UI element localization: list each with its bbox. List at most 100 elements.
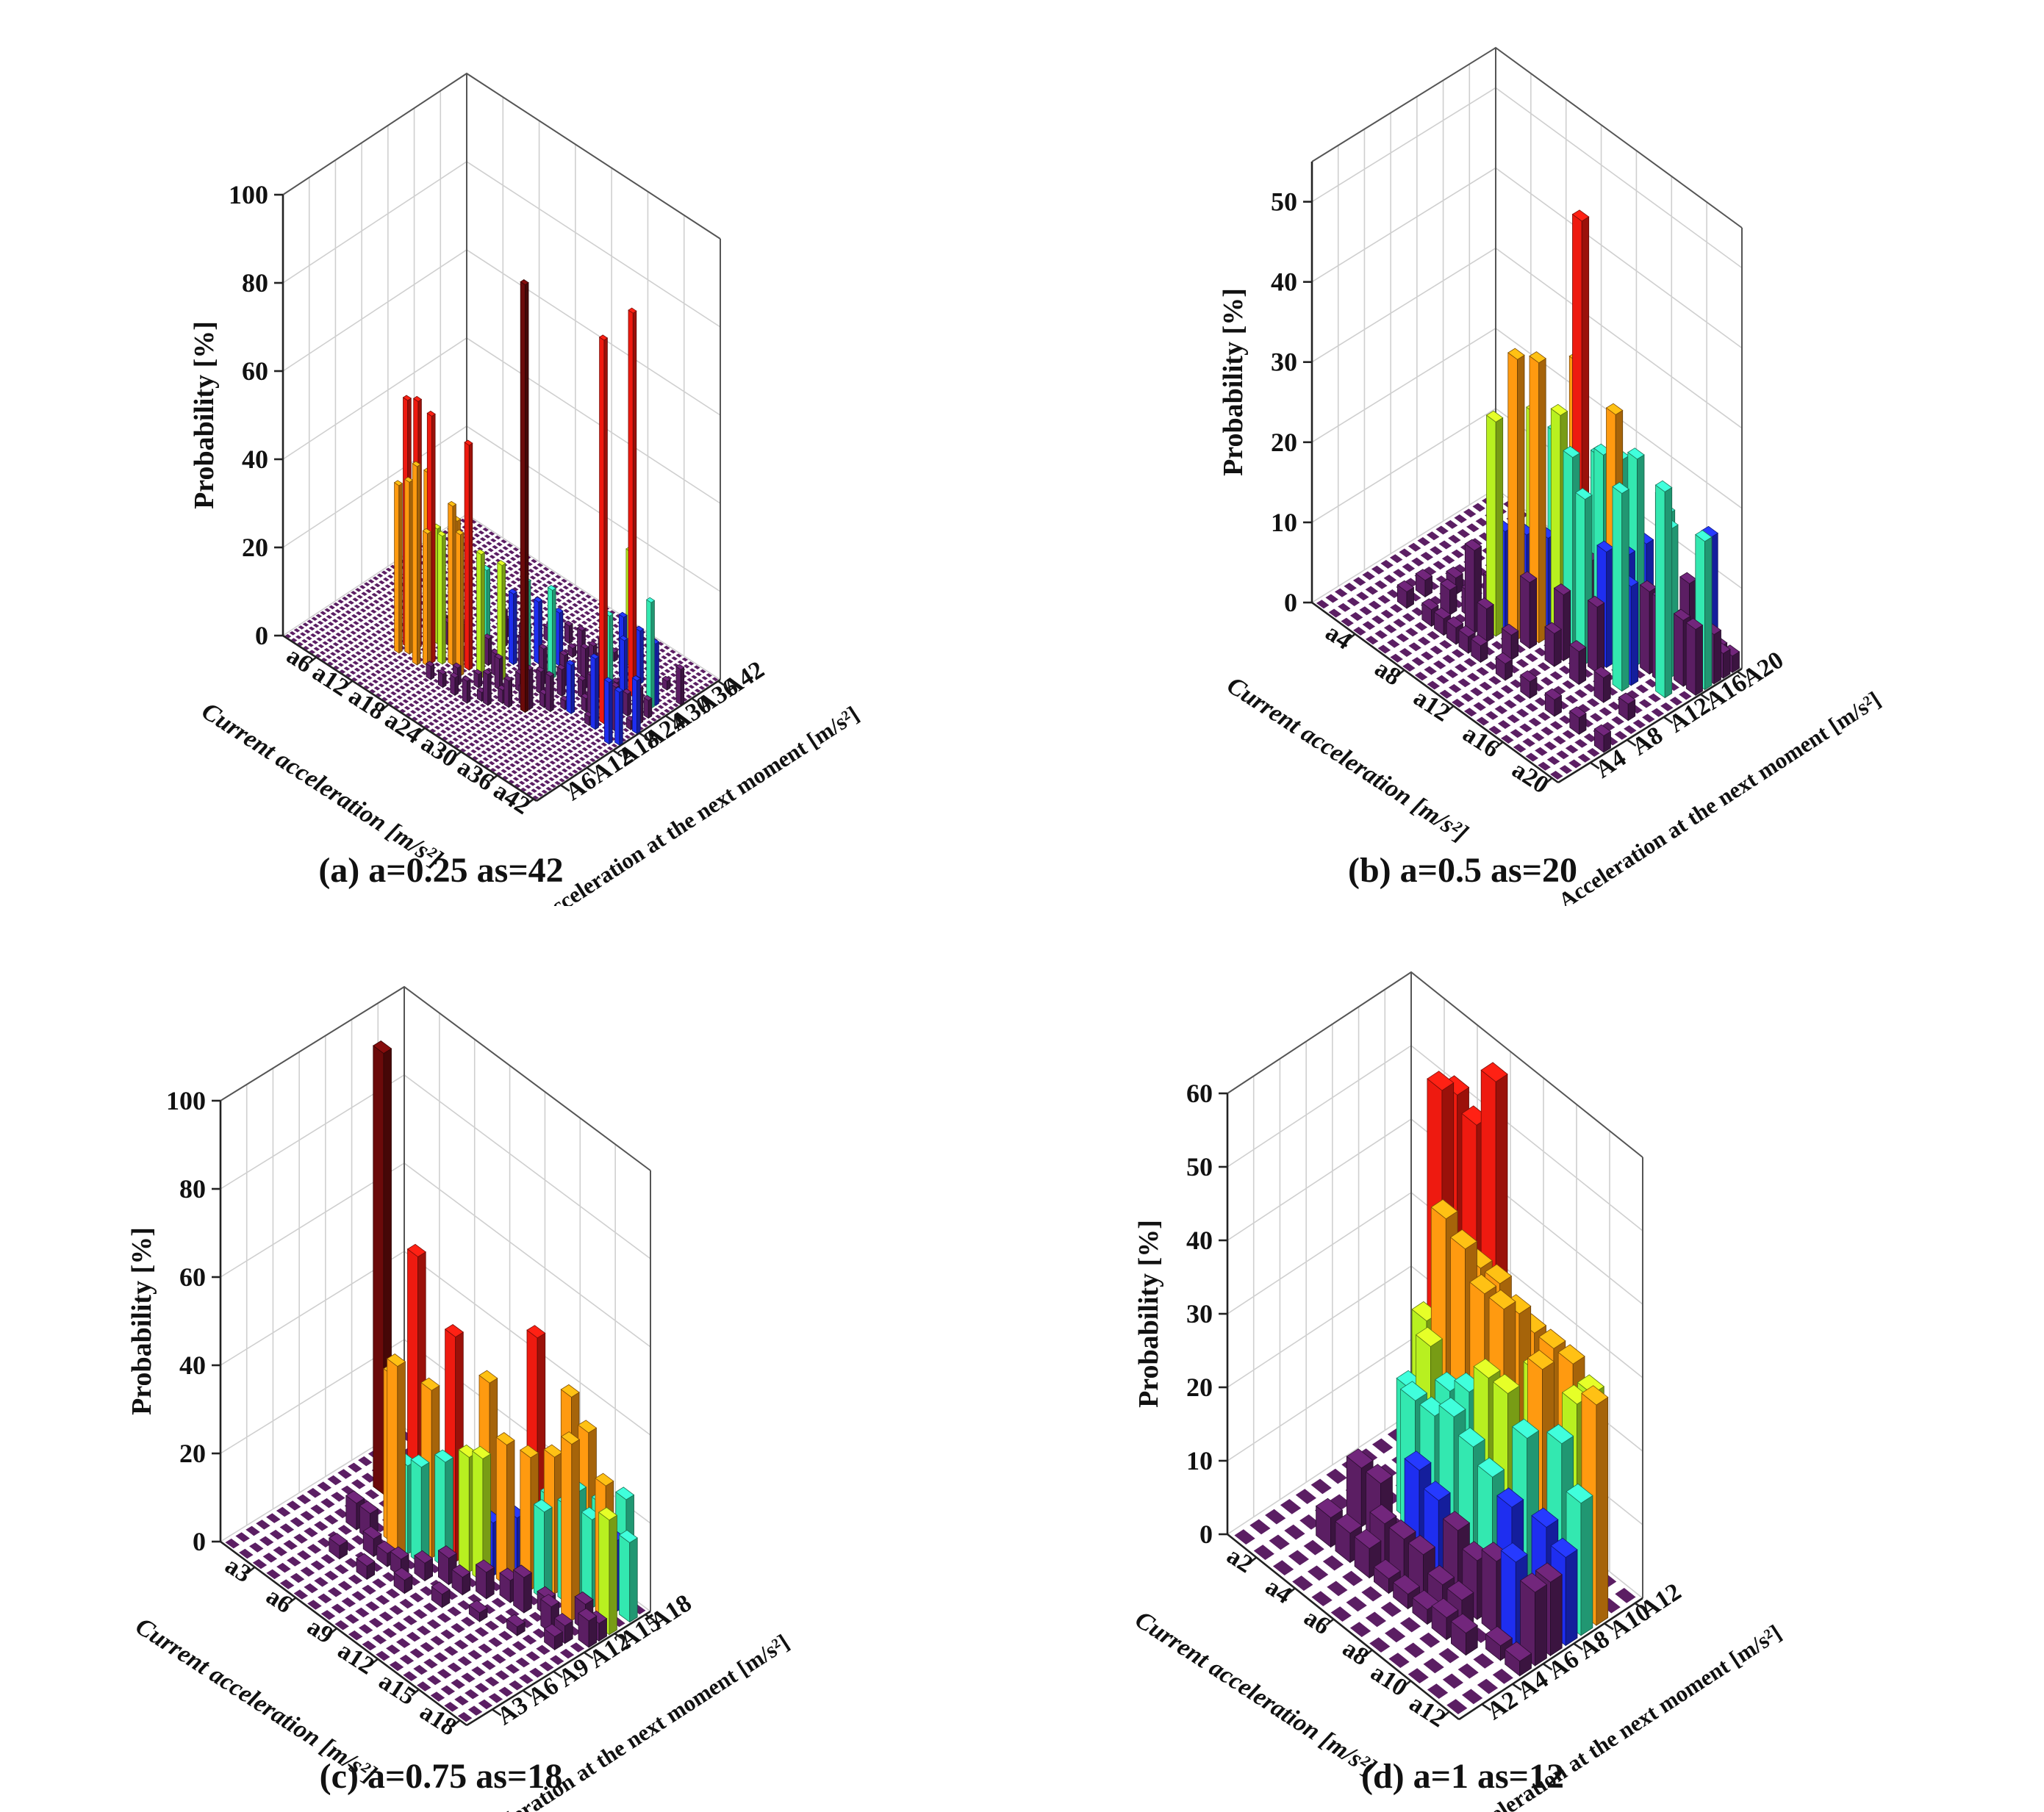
bar-top-face [661, 675, 671, 682]
bar-top-face [1442, 1511, 1471, 1531]
floor-tile [441, 713, 448, 717]
floor-tile [556, 725, 562, 729]
floor-tile [517, 774, 524, 778]
bar-top-face [1446, 567, 1463, 579]
floor-tile [533, 755, 539, 760]
bar [547, 585, 556, 680]
bar-front-face [450, 674, 456, 697]
floor-tile [528, 735, 534, 739]
floor-tile [386, 694, 392, 699]
floor-tile [374, 583, 381, 588]
floor-tile [513, 570, 520, 575]
bar-side-face [487, 672, 492, 706]
floor-tile [1442, 1673, 1463, 1689]
floor-tile [380, 587, 387, 592]
bar [468, 1600, 488, 1622]
floor-tile [512, 587, 519, 592]
floor-tile [570, 722, 577, 727]
bar-side-face [570, 662, 575, 715]
floor-tile [569, 613, 576, 617]
floor-tile [465, 728, 472, 733]
floor-tile [408, 702, 415, 708]
bar-side-face [1449, 585, 1457, 616]
bar-top-face [576, 625, 587, 631]
floor-tile [300, 1511, 315, 1521]
floor-tile [514, 783, 521, 788]
floor-tile [412, 700, 420, 705]
floor-tile [364, 582, 370, 586]
floor-tile [684, 687, 691, 692]
floor-tile [566, 599, 573, 603]
floor-tile [416, 1625, 431, 1636]
floor-tile [386, 591, 393, 595]
floor-tile [475, 746, 481, 751]
x-tick-mark [287, 1597, 297, 1605]
bar [1485, 410, 1504, 637]
floor-tile [518, 717, 526, 722]
floor-tile [364, 605, 371, 610]
x-tick-label: a10 [1366, 1658, 1412, 1702]
floor-tile [482, 527, 489, 532]
floor-tile [1327, 1581, 1348, 1597]
floor-tile [1642, 713, 1655, 723]
floor-tile [614, 670, 620, 675]
floor-tile [351, 1591, 366, 1601]
floor-tile [1525, 702, 1538, 712]
floor-tile [575, 593, 581, 598]
floor-tile [512, 713, 519, 718]
floor-tile [464, 722, 470, 727]
floor-tile [348, 624, 355, 628]
bar [503, 675, 513, 708]
floor-tile [573, 713, 580, 717]
y-tick-label: 40 [179, 1351, 206, 1380]
floor-tile [1454, 614, 1468, 623]
floor-tile [335, 632, 342, 637]
floor-tile [344, 626, 351, 631]
floor-tile [570, 739, 576, 744]
floor-tile [570, 659, 577, 664]
bar [476, 549, 486, 679]
floor-tile [376, 589, 382, 594]
bar-front-face [387, 1358, 398, 1561]
bar-top-face [1496, 1487, 1524, 1508]
bar-top-face [533, 597, 543, 603]
bar-front-face [545, 672, 551, 713]
floor-tile [351, 654, 357, 658]
y-tick-label: 0 [1284, 588, 1297, 617]
floor-tile [506, 669, 514, 675]
floor-tile [1253, 1545, 1274, 1560]
floor-tile [537, 792, 544, 797]
bar-side-face [562, 666, 566, 697]
bar-top-face [603, 677, 613, 683]
floor-tile [376, 693, 382, 697]
floor-tile [461, 1672, 476, 1683]
floor-tile [552, 584, 559, 589]
floor-tile [447, 694, 453, 698]
floor-tile [553, 734, 560, 738]
y-tick-label: 100 [229, 180, 268, 209]
floor-tile [1396, 633, 1410, 642]
bar-top-face [1569, 706, 1587, 719]
floor-tile [360, 672, 367, 676]
floor-tile [1441, 555, 1455, 564]
floor-tile [372, 616, 379, 621]
floor-tile [520, 764, 526, 769]
floor-tile [442, 696, 449, 701]
floor-tile [1477, 1678, 1499, 1694]
floor-tile [587, 751, 595, 755]
floor-tile [1479, 681, 1493, 691]
floor-tile [575, 703, 583, 708]
floor-tile [349, 670, 356, 675]
floor-tile [417, 720, 424, 725]
bar-front-face [614, 689, 620, 746]
floor-tile [1284, 1524, 1305, 1540]
floor-tile [276, 1506, 291, 1517]
bar-top-face [631, 675, 641, 681]
bar-side-face [550, 673, 554, 713]
floor-tile [1457, 529, 1471, 538]
bar-front-face [604, 678, 610, 745]
floor-tile [1562, 730, 1576, 739]
floor-tile [1534, 647, 1548, 657]
floor-tile [1463, 708, 1477, 717]
